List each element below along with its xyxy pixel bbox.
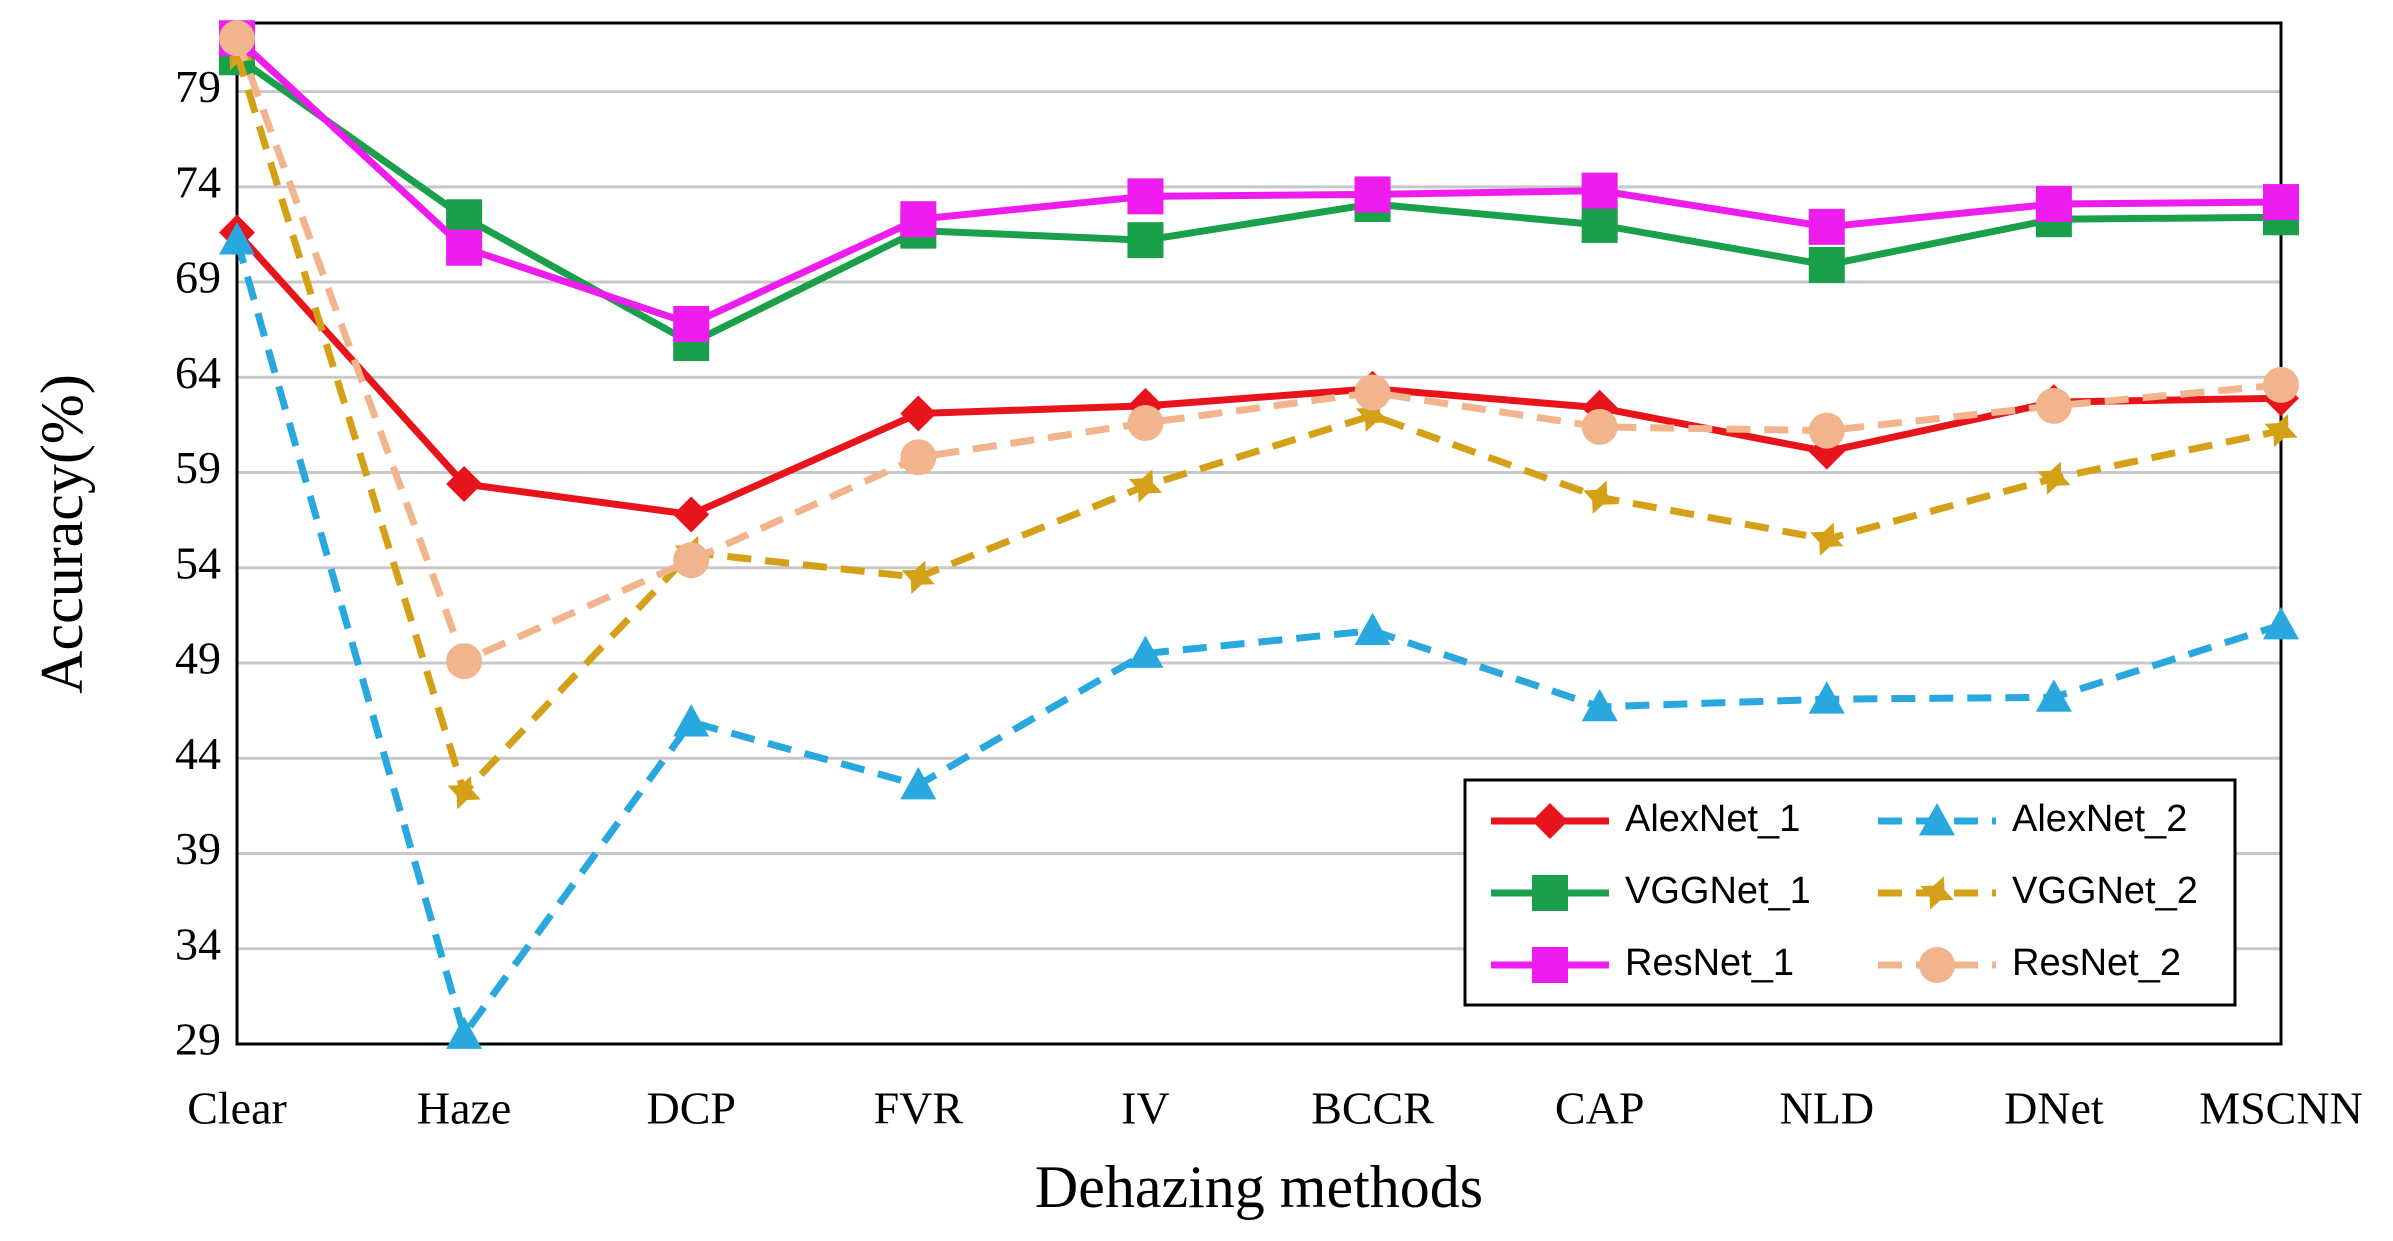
x-tick-label: BCCR [1311, 1083, 1434, 1134]
marker [901, 560, 935, 594]
marker [2263, 184, 2299, 221]
series-line [234, 35, 2282, 328]
x-tick-label: Clear [187, 1083, 287, 1134]
marker [673, 496, 710, 533]
x-tick-label: NLD [1780, 1083, 1875, 1134]
marker [1810, 522, 1844, 556]
marker [1808, 246, 1845, 283]
x-tick-label: IV [1121, 1083, 1170, 1134]
legend-marker [1532, 947, 1568, 983]
marker [1355, 398, 1390, 433]
plot-frame [235, 21, 2283, 1046]
x-tick-label: CAP [1555, 1083, 1644, 1134]
legend-marker [1532, 875, 1568, 911]
marker [1581, 172, 1618, 209]
marker [2035, 387, 2072, 424]
marker [446, 229, 483, 266]
marker [2263, 366, 2299, 403]
marker [1581, 688, 1618, 722]
y-tick-label: 49 [175, 633, 221, 684]
y-tick-label: 34 [175, 918, 221, 969]
marker [2035, 679, 2072, 712]
legend-label: ResNet_2 [2012, 942, 2181, 984]
x-tick-label: DNet [2004, 1083, 2104, 1134]
legend-label: VGGNet_1 [1625, 870, 1811, 912]
marker [447, 775, 481, 810]
marker [2037, 461, 2071, 495]
legend-label: AlexNet_1 [1625, 798, 1800, 840]
y-tick-label: 44 [175, 728, 221, 779]
y-tick-label: 29 [175, 1014, 221, 1065]
series-line [234, 230, 2282, 518]
legend-marker [1920, 876, 1954, 910]
y-tick-label: 79 [175, 61, 221, 112]
marker [1127, 178, 1164, 215]
y-tick-label: 54 [175, 537, 221, 588]
marker [1808, 681, 1845, 714]
legend-label: VGGNet_2 [2012, 870, 2198, 912]
marker [900, 766, 937, 800]
marker [1127, 222, 1164, 259]
marker [1127, 635, 1164, 668]
x-axis-title: Dehazing methods [1035, 1154, 1483, 1220]
legend-marker [1919, 803, 1955, 836]
marker [673, 542, 710, 579]
x-tick-label: Haze [417, 1083, 511, 1134]
marker [900, 395, 937, 432]
y-tick-label: 64 [175, 347, 221, 398]
legend-marker [1919, 947, 1955, 983]
y-tick-label: 74 [175, 156, 221, 207]
marker [900, 201, 937, 238]
y-tick-label: 69 [175, 252, 221, 303]
marker [1354, 176, 1391, 213]
marker [1354, 374, 1391, 411]
marker [1581, 206, 1618, 243]
y-axis-title: Accuracy(%) [29, 374, 95, 694]
marker [2263, 606, 2299, 640]
marker [446, 643, 483, 680]
marker [1127, 405, 1164, 442]
marker [1808, 412, 1845, 449]
marker [1581, 408, 1618, 445]
marker [219, 20, 255, 57]
marker [2264, 414, 2298, 448]
marker [900, 439, 937, 476]
series-line [234, 54, 2282, 347]
y-tick-label: 59 [175, 442, 221, 493]
marker [673, 305, 710, 342]
x-tick-label: MSCNN [2199, 1083, 2363, 1134]
marker [446, 465, 483, 502]
marker [1354, 612, 1391, 646]
marker [1128, 469, 1163, 503]
marker [446, 199, 483, 236]
y-tick-label: 39 [175, 823, 221, 874]
series-line [233, 52, 2282, 797]
marker [446, 1016, 483, 1049]
marker [2035, 185, 2072, 222]
x-tick-label: FVR [874, 1083, 964, 1134]
marker [1808, 208, 1845, 245]
legend-label: ResNet_1 [1625, 942, 1794, 984]
legend: AlexNet_1 AlexNet_2 VGGNet_1 VGGNet_2 ResNet… [1463, 778, 2237, 1007]
marker [673, 704, 710, 737]
legend-label: AlexNet_2 [2012, 798, 2187, 840]
marker [1583, 480, 1617, 514]
series-line [233, 37, 2282, 665]
x-tick-label: DCP [646, 1083, 735, 1134]
series-line [233, 239, 2283, 1038]
marker [219, 222, 255, 255]
legend-marker [1532, 803, 1568, 839]
